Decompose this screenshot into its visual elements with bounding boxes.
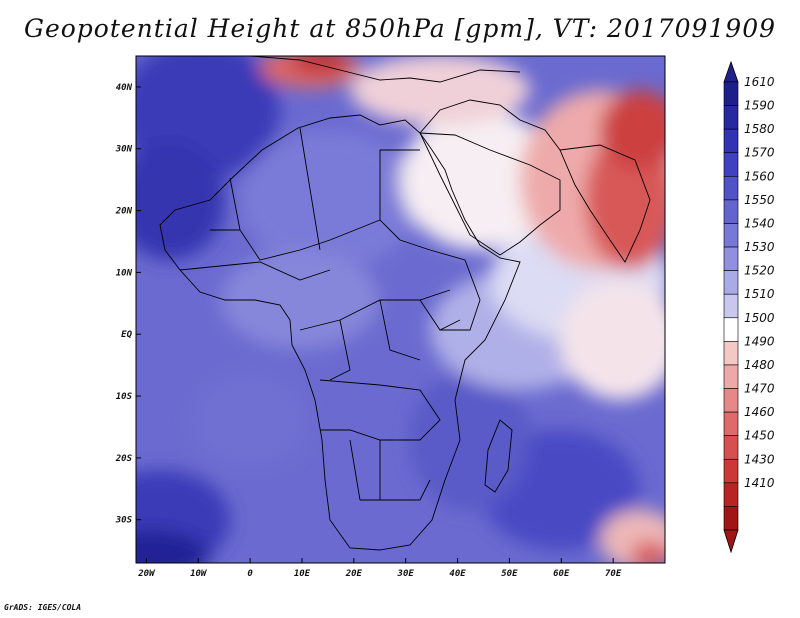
colorbar-box <box>723 411 739 436</box>
colorbar-box <box>723 270 739 295</box>
colorbar-box <box>723 128 739 154</box>
colorbar-label: 1610 <box>744 75 775 89</box>
y-tick-label: 20S <box>115 454 133 464</box>
colorbar-label: 1560 <box>744 169 775 183</box>
colorbar-top-arrow <box>723 60 739 83</box>
colorbar-label: 1480 <box>744 358 775 372</box>
colorbar-box <box>723 388 739 413</box>
colorbar-box <box>723 458 739 484</box>
colorbar-box <box>723 199 739 224</box>
colorbar-box <box>723 246 739 271</box>
colorbar-label: 1410 <box>744 476 775 490</box>
india-coastline <box>559 144 651 263</box>
colorbar-label: 1500 <box>744 311 775 325</box>
border-south-africa <box>319 379 441 501</box>
border-central-africa <box>299 289 461 381</box>
colorbar-box <box>723 293 739 319</box>
colorbar-box <box>723 506 739 531</box>
country-borders <box>159 56 651 551</box>
colorbar-label: 1580 <box>744 122 775 136</box>
map-title: Geopotential Height at 850hPa [gpm], VT:… <box>23 14 777 43</box>
y-tick-label: 10N <box>116 268 133 278</box>
x-tick-label: 0 <box>247 569 253 579</box>
colorbar-box <box>723 105 739 130</box>
colorbar-label: 1570 <box>744 146 775 160</box>
x-tick-label: 60E <box>553 569 570 579</box>
map-frame <box>135 55 666 564</box>
x-tick-label: 10E <box>294 569 311 579</box>
colorbar-box <box>723 364 739 389</box>
colorbar-box <box>723 176 739 201</box>
colorbar-label: 1450 <box>744 429 775 443</box>
colorbar-label: 1490 <box>744 334 775 348</box>
colorbar-label: 1470 <box>744 382 775 396</box>
x-axis-ticks: 20W 10W 0 10E 20E 30E 40E 50E 60E 70E <box>137 558 622 579</box>
colorbar-box <box>723 435 739 460</box>
colorbar-box <box>723 341 739 366</box>
colorbar-label: 1430 <box>744 452 775 466</box>
y-tick-label: 20N <box>115 207 133 217</box>
colorbar-box <box>723 152 739 177</box>
colorbar-label: 1540 <box>744 216 775 230</box>
border-w-africa <box>179 229 331 281</box>
x-tick-label: 70E <box>605 569 622 579</box>
colorbar-box <box>723 223 739 248</box>
colorbar-box <box>723 317 739 342</box>
y-tick-label: 30S <box>115 516 133 526</box>
colorbar-bottom-arrow <box>723 529 739 554</box>
colorbar-label: 1530 <box>744 240 775 254</box>
colorbar-label: 1460 <box>744 405 775 419</box>
x-tick-label: 10W <box>190 569 208 579</box>
height-field <box>136 56 665 563</box>
x-tick-label: 20W <box>137 569 156 579</box>
africa-coastline <box>159 114 521 551</box>
colorbar-box <box>723 81 739 106</box>
x-tick-label: 50E <box>501 569 518 579</box>
border-east-africa <box>379 219 481 331</box>
y-tick-label: EQ <box>121 330 132 340</box>
x-tick-label: 40E <box>449 569 466 579</box>
colorbar-label: 1550 <box>744 193 775 207</box>
europe-coastline <box>249 56 521 83</box>
y-tick-label: 10S <box>116 392 133 402</box>
colorbar-box <box>723 482 739 507</box>
madagascar-coastline <box>484 419 513 493</box>
colorbar-label: 1590 <box>744 99 775 113</box>
grads-credit: GrADS: IGES/COLA <box>4 603 82 612</box>
border-middle-east <box>419 99 561 151</box>
y-tick-label: 30N <box>115 145 133 155</box>
arabia-coastline <box>419 132 561 256</box>
x-tick-label: 30E <box>397 569 415 579</box>
x-tick-label: 20E <box>345 569 363 579</box>
colorbar-label: 1510 <box>744 287 775 301</box>
y-axis-ticks: 40N 30N 20N 10N EQ 10S 20S 30S <box>115 83 141 526</box>
colorbar: 1610 1590 1580 1570 1560 1550 1540 1530 1520 1510… <box>723 60 775 554</box>
y-tick-label: 40N <box>116 83 133 93</box>
colorbar-label: 1520 <box>744 264 775 278</box>
